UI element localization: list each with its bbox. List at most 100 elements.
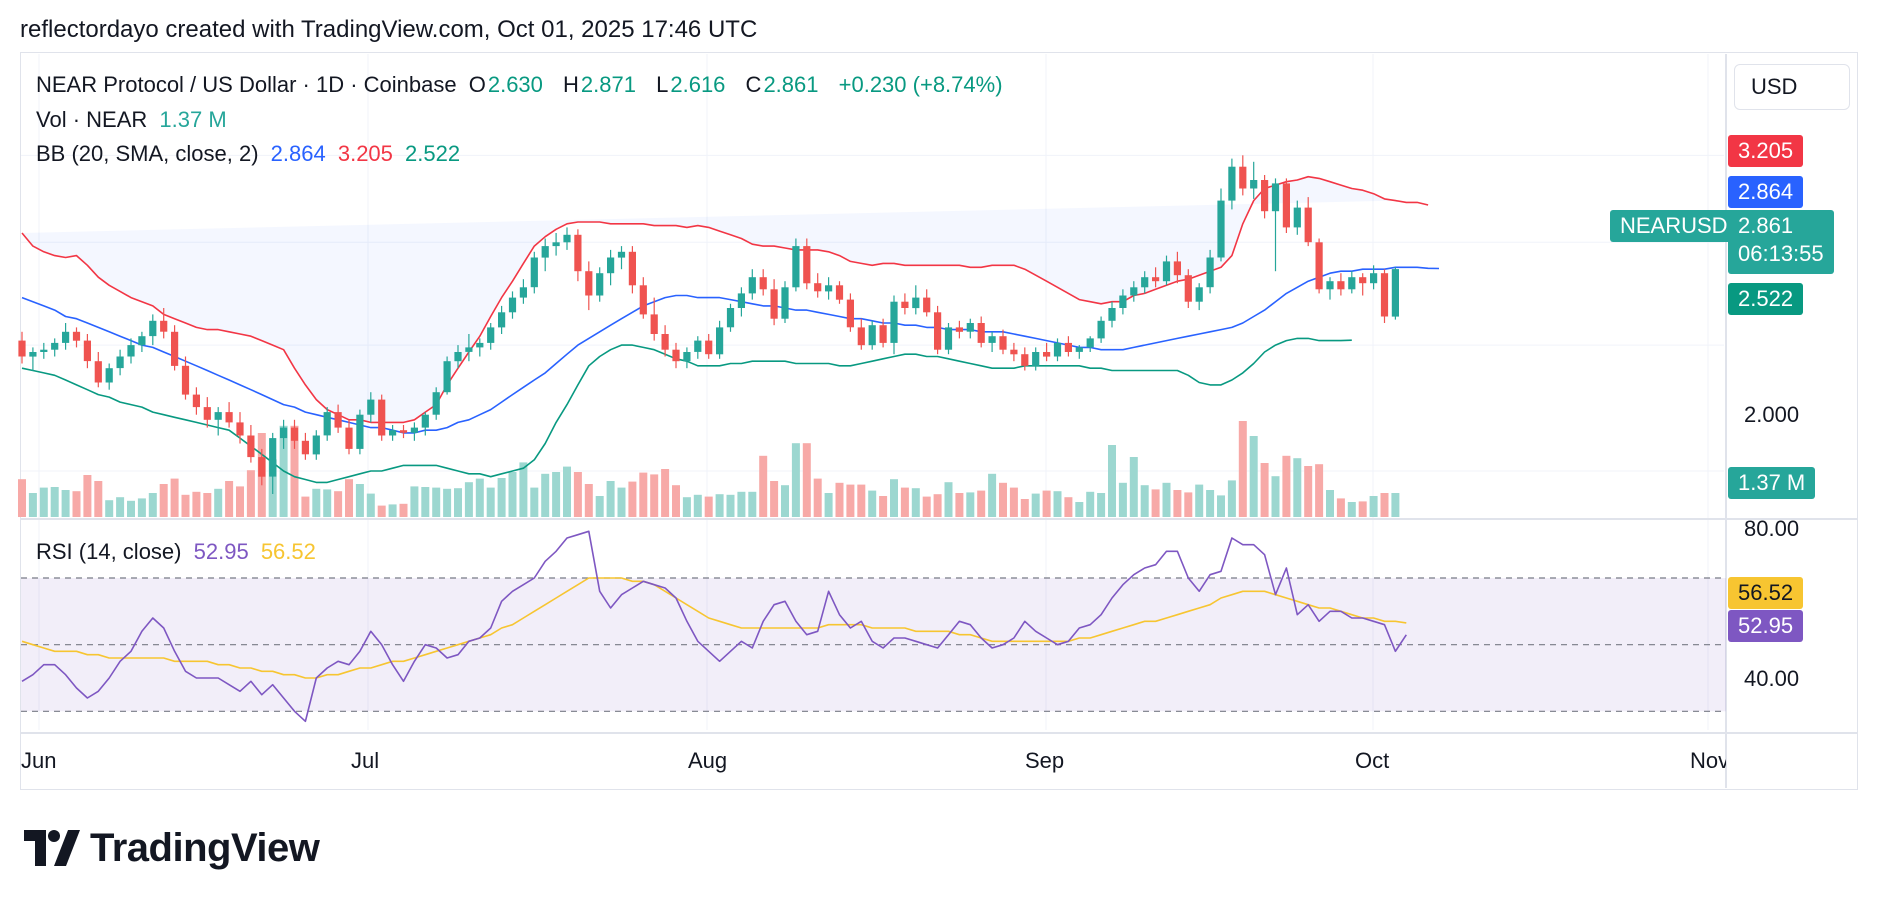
candle-body — [737, 293, 745, 308]
legend-symbol-title[interactable]: NEAR Protocol / US Dollar · 1D · Coinbas… — [36, 72, 457, 97]
volume-bar — [1020, 499, 1029, 517]
time-axis-jun: Jun — [21, 748, 57, 773]
time-axis-aug: Aug — [688, 748, 728, 773]
volume-bar — [933, 494, 942, 517]
legend-volume-label[interactable]: Vol · NEAR — [36, 107, 148, 132]
price-tag-bb-basis: 2.864 — [1728, 176, 1804, 208]
bollinger-basis-line — [21, 266, 1440, 434]
volume-bar — [1217, 495, 1225, 517]
volume-bar — [922, 496, 931, 517]
candle-body — [1337, 281, 1345, 290]
volume-bar — [519, 462, 528, 517]
volume-bar — [246, 470, 255, 517]
volume-bar — [846, 484, 855, 517]
legend-rsi-label[interactable]: RSI (14, close) — [36, 539, 182, 564]
legend-bb-basis: 2.864 — [270, 141, 326, 166]
volume-bar — [203, 493, 212, 517]
candle-body — [1195, 287, 1203, 302]
legend-main: NEAR Protocol / US Dollar · 1D · Coinbas… — [36, 72, 1017, 98]
candle-body — [825, 285, 833, 292]
candle-body — [127, 345, 135, 357]
candle-body — [171, 331, 179, 366]
candle-body — [258, 457, 266, 477]
candle-body — [214, 412, 222, 420]
legend-high-value: 2.871 — [580, 72, 636, 97]
candle-body — [1141, 277, 1149, 288]
candle-body — [846, 299, 854, 328]
chart-attribution: reflectordayo created with TradingView.c… — [20, 16, 758, 43]
candle-body — [585, 271, 593, 296]
volume-bar — [1326, 490, 1334, 517]
candle-body — [421, 414, 429, 428]
time-axis-nov: Nov — [1690, 748, 1726, 773]
volume-bar — [1053, 491, 1062, 517]
candle-body — [1370, 273, 1378, 284]
volume-bar — [1151, 489, 1160, 517]
candle-body — [650, 314, 658, 334]
volume-bar — [454, 488, 462, 517]
legend-bb-lower: 2.522 — [405, 141, 461, 166]
candle-body — [1075, 347, 1083, 352]
tradingview-logo-text: TradingView — [90, 825, 320, 870]
volume-bar — [552, 472, 561, 517]
candle-body — [1261, 180, 1269, 212]
volume-bar — [966, 492, 975, 517]
volume-bar — [595, 496, 604, 517]
candle-body — [18, 340, 26, 357]
volume-bar — [1075, 502, 1084, 517]
volume-bar — [334, 491, 343, 517]
volume-bar — [421, 487, 430, 517]
currency-button[interactable]: USD — [1734, 64, 1850, 110]
candle-body — [596, 273, 604, 296]
volume-bar — [1086, 491, 1095, 517]
volume-bar — [748, 491, 757, 517]
legend-rsi: RSI (14, close) 52.95 56.52 — [36, 539, 322, 565]
candle-body — [1239, 166, 1247, 189]
volume-bar — [388, 504, 397, 517]
candle-body — [465, 347, 473, 352]
candle-body — [1086, 338, 1094, 348]
volume-bar — [1184, 492, 1193, 517]
candle-body — [269, 438, 277, 477]
candle-body — [432, 392, 440, 415]
candle-body — [1271, 183, 1280, 212]
candle-body — [323, 412, 331, 436]
symbol-tag: NEARUSD — [1610, 210, 1738, 242]
volume-bar — [606, 481, 615, 517]
candle-body — [40, 349, 48, 352]
candle-body — [138, 336, 146, 346]
candle-body — [487, 327, 495, 343]
volume-bar — [857, 484, 866, 517]
volume-bar — [39, 487, 48, 517]
candle-body — [160, 320, 168, 332]
candle-body — [225, 412, 233, 423]
volume-bar — [617, 487, 626, 517]
volume-bar — [704, 496, 713, 517]
candle-body — [999, 336, 1007, 350]
volume-bar — [236, 486, 244, 517]
last-price-value: 2.861 — [1738, 213, 1794, 238]
volume-bar — [1369, 496, 1378, 517]
legend-close-value: 2.861 — [763, 72, 819, 97]
volume-bar — [105, 500, 114, 517]
candle-body — [389, 430, 397, 436]
tradingview-logo[interactable]: TradingView — [24, 825, 320, 870]
candle-body — [552, 242, 560, 247]
candle-body — [1380, 273, 1389, 317]
candle-body — [1152, 277, 1160, 282]
legend-bb-label[interactable]: BB (20, SMA, close, 2) — [36, 141, 259, 166]
volume-bar — [672, 485, 680, 517]
volume-bar — [355, 484, 364, 517]
volume-bar — [1118, 482, 1127, 517]
volume-bar — [1195, 484, 1204, 517]
volume-bar — [1206, 490, 1215, 517]
volume-bar — [770, 481, 779, 517]
volume-bar — [682, 497, 691, 517]
volume-bar — [1271, 476, 1280, 517]
candle-body — [607, 257, 615, 274]
candle-body — [901, 301, 909, 308]
volume-bar — [377, 505, 386, 517]
volume-bar — [879, 496, 888, 517]
candle-body — [410, 427, 418, 433]
